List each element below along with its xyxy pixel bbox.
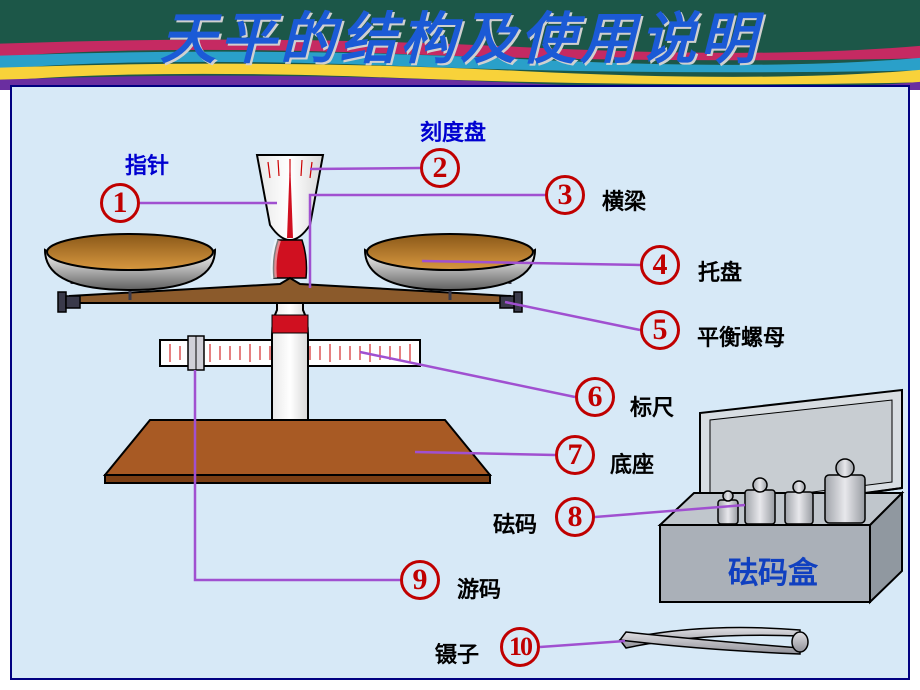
label-num-2: 2 <box>420 148 460 188</box>
label-num-8: 8 <box>555 497 595 537</box>
label-text-7: 底座 <box>610 447 654 479</box>
label-num-9: 9 <box>400 560 440 600</box>
balance-pan-left <box>45 234 215 290</box>
label-text-9: 游码 <box>457 572 501 604</box>
label-num-6: 6 <box>575 377 615 417</box>
label-num-3: 3 <box>545 175 585 215</box>
label-text-8: 砝码 <box>493 507 537 539</box>
label-text-4: 托盘 <box>698 255 742 287</box>
label-num-10: 10 <box>500 627 540 667</box>
tweezers <box>620 628 808 654</box>
label-text-2: 刻度盘 <box>420 115 486 147</box>
label-num-1: 1 <box>100 183 140 223</box>
label-text-10: 镊子 <box>435 637 479 669</box>
label-text-1: 指针 <box>125 148 169 180</box>
label-num-7: 7 <box>555 435 595 475</box>
label-text-5: 平衡螺母 <box>697 320 785 352</box>
label-num-4: 4 <box>640 245 680 285</box>
weight-box-label: 砝码盒 <box>728 548 818 592</box>
label-num-5: 5 <box>640 310 680 350</box>
label-text-3: 横梁 <box>602 184 646 216</box>
label-text-6: 标尺 <box>630 390 674 422</box>
